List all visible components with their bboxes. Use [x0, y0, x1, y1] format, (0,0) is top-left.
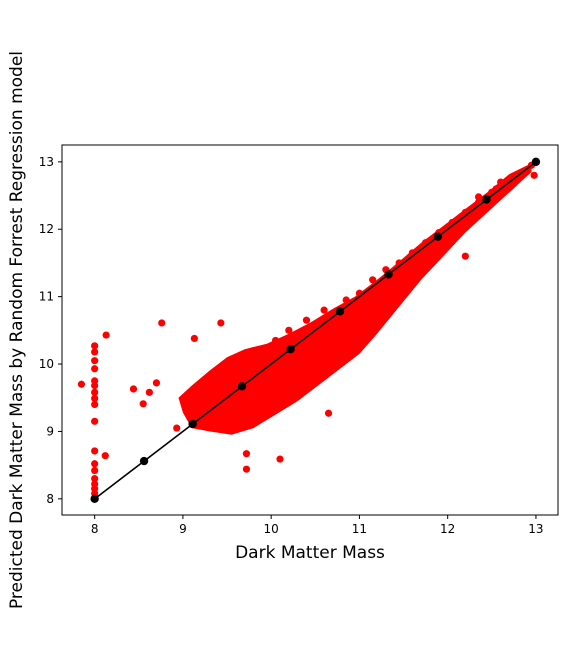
- reference-marker: [531, 157, 541, 167]
- x-axis-label: Dark Matter Mass: [235, 543, 385, 563]
- scatter-point: [461, 252, 469, 260]
- scatter-point: [91, 417, 99, 425]
- scatter-point: [91, 394, 99, 403]
- reference-marker: [482, 195, 491, 204]
- scatter-point: [227, 397, 236, 405]
- reference-marker: [237, 382, 247, 391]
- scatter-point: [173, 424, 181, 432]
- scatter-point: [324, 409, 333, 417]
- reference-marker: [384, 270, 393, 279]
- scatter-point: [530, 171, 538, 179]
- scatter-point: [91, 460, 99, 468]
- scatter-point: [77, 380, 86, 388]
- scatter-point: [188, 397, 196, 405]
- scatter-point: [217, 319, 225, 327]
- x-tick-label: 8: [91, 522, 99, 536]
- scatter-point: [249, 346, 258, 355]
- scatter-point: [294, 357, 302, 365]
- y-tick-label: 10: [39, 357, 54, 371]
- scatter-point: [219, 370, 227, 378]
- scatter-point: [201, 380, 209, 388]
- scatter-point: [285, 326, 293, 334]
- scatter-point: [91, 382, 99, 390]
- scatter-point: [302, 316, 311, 324]
- scatter-point: [91, 365, 99, 373]
- scatter-point: [254, 400, 262, 409]
- x-tick-label: 9: [179, 522, 187, 536]
- scatter-point: [91, 388, 99, 396]
- scatter-point: [91, 447, 99, 455]
- y-axis-label: Predicted Dark Matter Mass by Random For…: [7, 51, 27, 609]
- scatter-point: [102, 331, 110, 339]
- scatter-point: [152, 379, 161, 387]
- scatter-point: [232, 357, 240, 365]
- scatter-point: [276, 455, 284, 463]
- reference-marker: [139, 456, 149, 466]
- scatter-point: [242, 465, 251, 473]
- scatter-point: [362, 326, 370, 334]
- scatter-point: [91, 475, 99, 483]
- scatter-point: [91, 466, 99, 475]
- reference-marker: [286, 345, 295, 354]
- scatter-point: [158, 319, 166, 327]
- x-tick-label: 12: [440, 522, 455, 536]
- scatter-point: [190, 334, 198, 343]
- y-tick-label: 12: [39, 222, 54, 236]
- scatter-point: [129, 385, 138, 393]
- y-tick-label: 8: [46, 492, 54, 506]
- plot-frame: [61, 144, 559, 516]
- scatter-point: [351, 306, 359, 314]
- x-tick-label: 13: [528, 522, 543, 536]
- x-tick-label: 10: [264, 522, 279, 536]
- scatter-point: [474, 193, 483, 201]
- scatter-point: [320, 306, 328, 314]
- scatter-point: [369, 276, 377, 284]
- scatter-point: [497, 178, 505, 186]
- scatter-point: [271, 336, 280, 345]
- reference-line: [94, 161, 537, 500]
- reference-marker: [90, 494, 99, 504]
- y-tick-label: 9: [46, 424, 54, 438]
- scatter-point: [311, 340, 319, 348]
- scatter-point: [242, 450, 251, 458]
- reference-marker: [433, 232, 443, 241]
- scatter-point: [329, 323, 337, 331]
- scatter-point: [276, 380, 284, 388]
- y-tick-label: 11: [39, 290, 54, 304]
- y-tick-label: 13: [39, 155, 54, 169]
- scatter-point: [91, 342, 99, 350]
- scatter-point: [505, 183, 514, 192]
- scatter-point: [101, 452, 109, 460]
- reference-marker: [335, 307, 345, 316]
- scatter-point: [417, 255, 425, 264]
- scatter-point: [391, 272, 399, 281]
- scatter-point: [145, 388, 153, 396]
- reference-marker: [188, 419, 197, 429]
- scatter-point: [91, 400, 99, 409]
- plot-area: [77, 157, 541, 504]
- scatter-point: [139, 400, 147, 408]
- scatter-point: [342, 296, 350, 304]
- axis-ticks: 8 9 10 11 12 13 8 9 10 11 12 13: [39, 155, 544, 536]
- scatter-point: [373, 284, 381, 293]
- scatter-point: [91, 348, 99, 356]
- scatter-point: [91, 357, 99, 365]
- x-tick-label: 11: [352, 522, 367, 536]
